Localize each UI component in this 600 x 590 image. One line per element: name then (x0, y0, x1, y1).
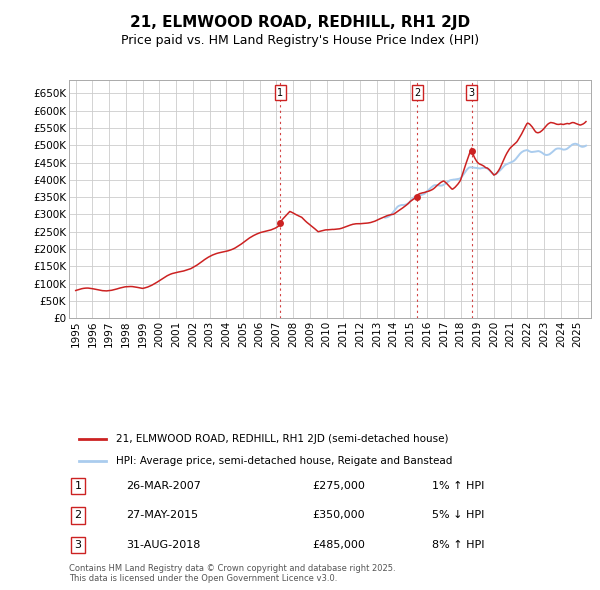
Text: HPI: Average price, semi-detached house, Reigate and Banstead: HPI: Average price, semi-detached house,… (116, 456, 452, 466)
Text: 21, ELMWOOD ROAD, REDHILL, RH1 2JD: 21, ELMWOOD ROAD, REDHILL, RH1 2JD (130, 15, 470, 30)
Text: 26-MAR-2007: 26-MAR-2007 (126, 481, 201, 491)
Text: 1: 1 (74, 481, 82, 491)
Text: 31-AUG-2018: 31-AUG-2018 (126, 540, 200, 550)
Text: 2: 2 (74, 510, 82, 520)
Text: 8% ↑ HPI: 8% ↑ HPI (432, 540, 485, 550)
Text: 5% ↓ HPI: 5% ↓ HPI (432, 510, 484, 520)
Text: 2: 2 (414, 88, 420, 98)
Text: Price paid vs. HM Land Registry's House Price Index (HPI): Price paid vs. HM Land Registry's House … (121, 34, 479, 47)
Text: £350,000: £350,000 (312, 510, 365, 520)
Text: Contains HM Land Registry data © Crown copyright and database right 2025.
This d: Contains HM Land Registry data © Crown c… (69, 563, 395, 583)
Text: 3: 3 (469, 88, 475, 98)
Text: 3: 3 (74, 540, 82, 550)
Text: 1: 1 (277, 88, 283, 98)
Text: 27-MAY-2015: 27-MAY-2015 (126, 510, 198, 520)
Text: £485,000: £485,000 (312, 540, 365, 550)
Text: 1% ↑ HPI: 1% ↑ HPI (432, 481, 484, 491)
Text: £275,000: £275,000 (312, 481, 365, 491)
Text: 21, ELMWOOD ROAD, REDHILL, RH1 2JD (semi-detached house): 21, ELMWOOD ROAD, REDHILL, RH1 2JD (semi… (116, 434, 448, 444)
